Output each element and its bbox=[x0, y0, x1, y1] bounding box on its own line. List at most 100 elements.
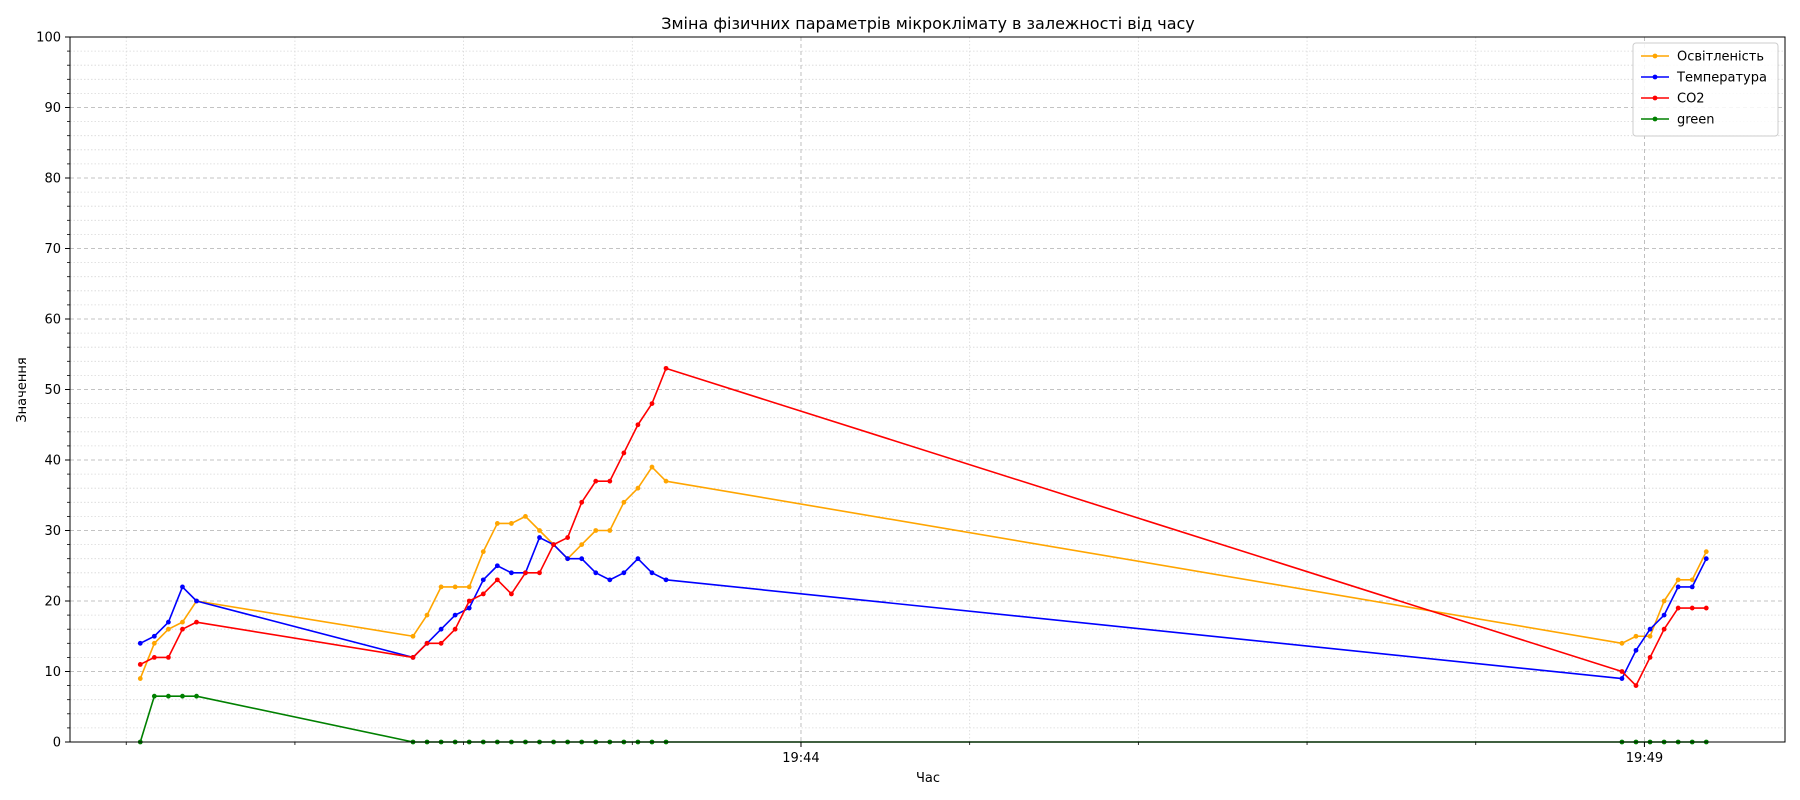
y-tick-label: 20 bbox=[44, 595, 61, 610]
data-point-co2 bbox=[537, 570, 542, 576]
data-point-освітленість bbox=[607, 528, 613, 533]
data-point-co2 bbox=[466, 598, 472, 604]
data-point-co2 bbox=[635, 422, 641, 428]
data-point-освітленість bbox=[593, 528, 599, 533]
data-point-co2 bbox=[579, 499, 585, 505]
data-point-температура bbox=[621, 570, 627, 576]
y-tick-label: 80 bbox=[44, 172, 61, 187]
data-point-освітленість bbox=[151, 640, 157, 646]
data-point-температура bbox=[137, 640, 143, 646]
data-point-освітленість bbox=[621, 499, 627, 505]
data-point-освітленість bbox=[1703, 549, 1709, 555]
data-point-температура bbox=[663, 577, 669, 583]
chart-title: Зміна фізичних параметрів мікроклімату в… bbox=[661, 14, 1195, 33]
data-point-освітленість bbox=[523, 514, 528, 519]
data-point-освітленість bbox=[1689, 577, 1695, 583]
data-point-температура bbox=[180, 584, 185, 590]
data-point-освітленість bbox=[1619, 640, 1625, 646]
series-layer bbox=[137, 365, 1709, 745]
data-point-co2 bbox=[523, 570, 528, 576]
data-point-температура bbox=[494, 563, 500, 569]
data-point-co2 bbox=[607, 478, 613, 484]
data-point-температура bbox=[438, 626, 444, 632]
y-tick-label: 50 bbox=[44, 383, 61, 398]
data-point-green bbox=[180, 693, 185, 699]
data-point-co2 bbox=[438, 640, 444, 646]
series-line-co2 bbox=[139, 367, 1707, 687]
data-point-температура bbox=[1675, 584, 1681, 590]
data-point-co2 bbox=[509, 591, 514, 597]
data-point-co2 bbox=[593, 478, 599, 484]
data-point-освітленість bbox=[649, 464, 655, 470]
data-point-температура bbox=[480, 577, 486, 583]
data-point-co2 bbox=[649, 401, 655, 406]
data-point-температура bbox=[607, 577, 613, 583]
data-point-температура bbox=[593, 570, 599, 576]
legend-label: Освітленість bbox=[1677, 50, 1764, 65]
data-point-co2 bbox=[166, 655, 171, 660]
x-tick-label: 19:44 bbox=[782, 751, 819, 766]
data-point-освітленість bbox=[166, 626, 171, 632]
x-tick-label: 19:49 bbox=[1626, 751, 1663, 766]
y-axis-label: Значення bbox=[15, 357, 30, 422]
data-point-co2 bbox=[137, 662, 143, 667]
y-tick-label: 60 bbox=[44, 313, 61, 328]
y-tick-label: 0 bbox=[53, 736, 61, 751]
data-point-освітленість bbox=[452, 584, 458, 590]
legend: Освітленість Температура CO2 green bbox=[1632, 42, 1779, 137]
y-tick-label: 10 bbox=[44, 665, 61, 680]
data-point-температура bbox=[452, 612, 458, 618]
legend-swatch-marker bbox=[1652, 53, 1658, 59]
data-point-освітленість bbox=[494, 521, 500, 526]
data-point-co2 bbox=[1619, 669, 1625, 674]
legend-box bbox=[1632, 42, 1779, 137]
data-point-green bbox=[194, 693, 199, 699]
legend-label: green bbox=[1677, 113, 1715, 128]
data-point-освітленість bbox=[509, 521, 514, 526]
data-point-освітленість bbox=[424, 612, 430, 618]
data-point-co2 bbox=[1703, 605, 1709, 611]
minor-grid bbox=[70, 37, 1785, 742]
data-point-co2 bbox=[194, 619, 199, 625]
data-point-green bbox=[151, 693, 157, 699]
data-point-co2 bbox=[452, 626, 458, 632]
data-point-co2 bbox=[180, 626, 185, 632]
y-tick-label: 30 bbox=[44, 524, 61, 539]
data-point-co2 bbox=[1689, 605, 1695, 611]
data-point-co2 bbox=[494, 577, 500, 583]
data-point-температура bbox=[509, 570, 514, 576]
data-point-освітленість bbox=[180, 619, 185, 625]
data-point-co2 bbox=[1633, 683, 1639, 688]
data-point-температура bbox=[635, 556, 641, 562]
data-point-температура bbox=[565, 556, 571, 562]
data-point-освітленість bbox=[1661, 598, 1667, 604]
data-point-green bbox=[166, 693, 171, 699]
data-point-co2 bbox=[480, 591, 486, 597]
data-point-освітленість bbox=[663, 478, 669, 484]
data-point-температура bbox=[537, 535, 542, 540]
data-point-освітленість bbox=[1633, 633, 1639, 639]
y-tick-label: 100 bbox=[36, 31, 61, 46]
data-point-co2 bbox=[565, 535, 571, 540]
data-point-температура bbox=[1703, 556, 1709, 562]
data-point-co2 bbox=[1675, 605, 1681, 611]
data-point-co2 bbox=[551, 542, 556, 547]
data-point-освітленість bbox=[1647, 633, 1653, 639]
data-point-co2 bbox=[663, 365, 669, 371]
data-point-освітленість bbox=[579, 542, 585, 547]
data-point-температура bbox=[1661, 612, 1667, 618]
data-point-температура bbox=[1647, 626, 1653, 632]
data-point-освітленість bbox=[466, 584, 472, 590]
legend-swatch-marker bbox=[1652, 116, 1658, 122]
data-point-температура bbox=[1633, 647, 1639, 653]
data-point-освітленість bbox=[480, 549, 486, 555]
data-point-температура bbox=[1619, 676, 1625, 681]
data-point-температура bbox=[194, 598, 199, 604]
data-point-температура bbox=[151, 633, 157, 639]
data-point-освітленість bbox=[410, 633, 416, 639]
x-axis-label: Час bbox=[916, 771, 940, 786]
data-point-освітленість bbox=[635, 485, 641, 491]
data-point-температура bbox=[649, 570, 655, 576]
series-line-green bbox=[139, 695, 1707, 743]
data-point-co2 bbox=[1647, 655, 1653, 660]
